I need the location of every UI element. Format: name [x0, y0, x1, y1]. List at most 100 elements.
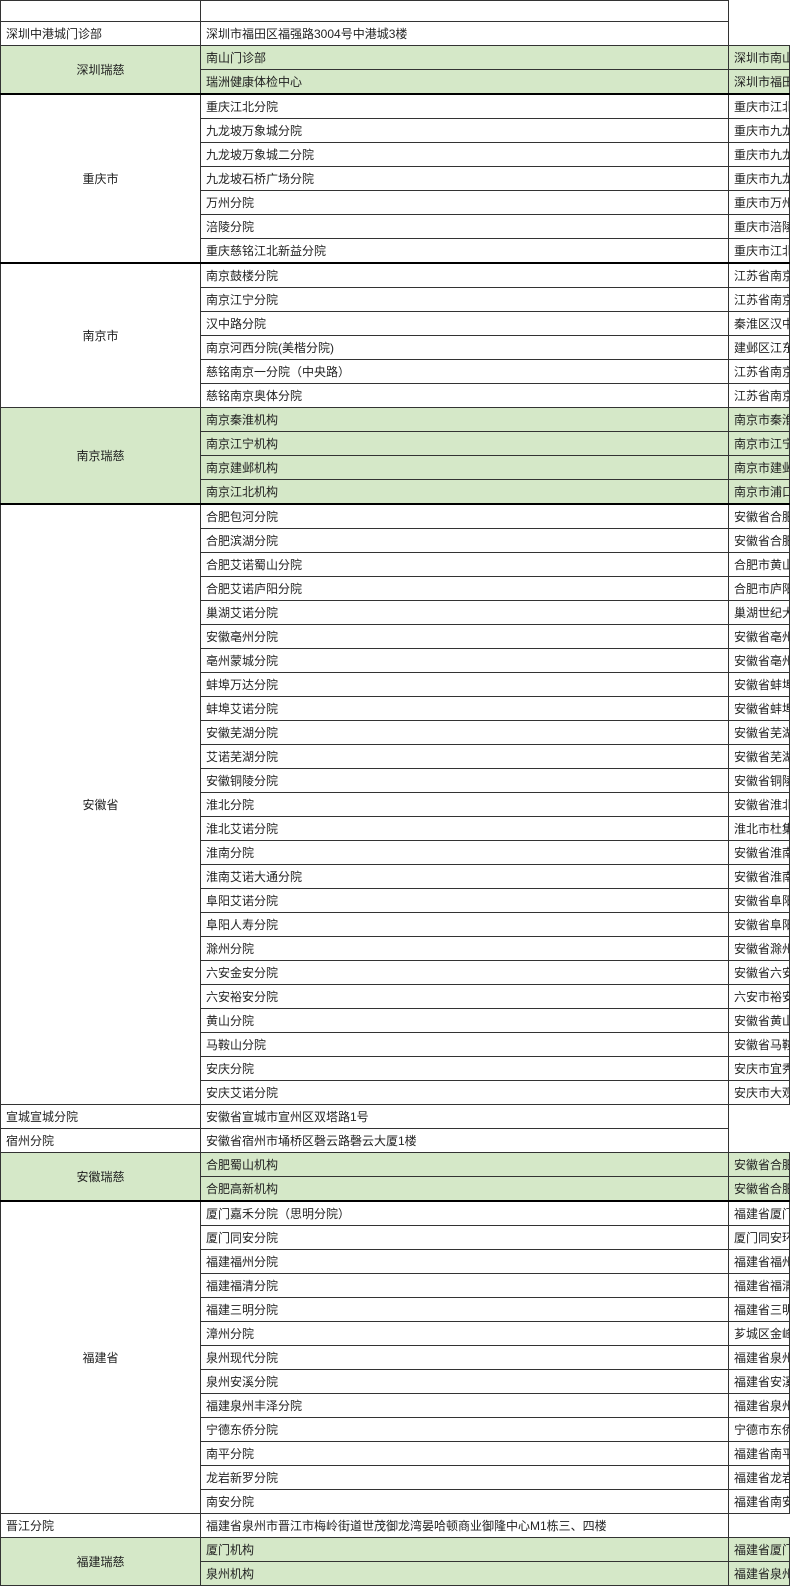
address-cell: 福建省泉州市晋江市池店镇泉商环球广场2楼	[729, 1562, 790, 1586]
address-cell: 安徽省阜阳开发区京九办事处淮河路456号天瑞名城D区商办楼108室	[729, 913, 790, 937]
branch-cell: 安徽铜陵分院	[201, 769, 729, 793]
branch-cell: 南山门诊部	[201, 46, 729, 70]
address-cell: 安徽省合肥市高新区创新大道和彩虹路交汇处东北角创新国际A座4楼	[729, 1177, 790, 1202]
table-row: 福建省厦门嘉禾分院（思明分院）福建省厦门市思明区嘉禾路339号四川大厦一层二层	[1, 1201, 790, 1226]
address-cell: 南京市浦口区大桥北路48号弘阳时尚健康馆5楼（宜必思酒店旁）	[729, 480, 790, 505]
address-cell: 安徽省阜阳市西湖大道与颍淮大道交叉口金悦国际金融中心A 座3楼	[729, 889, 790, 913]
branch-cell: 淮南艾诺大通分院	[201, 865, 729, 889]
branch-cell: 六安裕安分院	[201, 985, 729, 1009]
branch-cell: 九龙坡万象城分院	[201, 119, 729, 143]
region-cell: 深圳瑞慈	[1, 46, 201, 95]
address-cell: 安徽省芜湖市鸠江区官陡街道观岚社区伟星星立方3F-03商铺	[729, 745, 790, 769]
address-cell: 安徽省芜湖市镜湖区华强广场A座5-6楼	[729, 721, 790, 745]
branch-cell: 重庆慈铭江北新益分院	[201, 239, 729, 264]
branch-cell: 南京江宁机构	[201, 432, 729, 456]
address-cell: 江苏省南京市鼓楼区湖南路18号苏宁环球购物中心5楼	[729, 263, 790, 288]
branch-cell: 艾诺芜湖分院	[201, 745, 729, 769]
region-cell: 南京市	[1, 263, 201, 408]
table-row: 重庆市重庆江北分院重庆市江北区海尔路（巴蜀城）6号9栋	[1, 94, 790, 119]
branch-cell: 阜阳艾诺分院	[201, 889, 729, 913]
address-cell: 巢湖世纪大道与健康路交叉口	[729, 601, 790, 625]
address-cell: 安徽省宣城市宣州区双塔路1号	[201, 1105, 729, 1129]
branch-cell: 南京建邺机构	[201, 456, 729, 480]
address-cell: 安徽省马鞍山市雨山西路1150号老报馆时代广场三楼	[729, 1033, 790, 1057]
region-cell: 南京瑞慈	[1, 408, 201, 505]
address-cell: 安庆市大观区皇冠路天墅实业商务中心艾诺体检	[729, 1081, 790, 1105]
address-cell: 安庆市宜秀区经八路以东、纬五路以北英德利工业园3-4层	[729, 1057, 790, 1081]
branch-cell: 淮北分院	[201, 793, 729, 817]
branch-cell: 宿州分院	[1, 1129, 201, 1153]
address-cell: 安徽省蚌埠市龙子湖区凤阳西路8号	[729, 697, 790, 721]
branch-cell: 漳州分院	[201, 1322, 729, 1346]
address-cell: 安徽省宿州市埇桥区磬云路磬云大厦1楼	[201, 1129, 729, 1153]
branch-cell: 汉中路分院	[201, 312, 729, 336]
branch-cell: 六安金安分院	[201, 961, 729, 985]
branch-cell: 万州分院	[201, 191, 729, 215]
branch-cell: 厦门嘉禾分院（思明分院）	[201, 1201, 729, 1226]
address-cell: 安徽省合肥市蜀山区潜山路与佛子岭路交口华邦世贸城西面两栋LOFT商业楼	[729, 1153, 790, 1177]
region-cell: 福建瑞慈	[1, 1538, 201, 1586]
branch-cell: 合肥滨湖分院	[201, 529, 729, 553]
address-cell: 合肥市黄山路与潜山路交口西环中心广场1栋4楼	[729, 553, 790, 577]
address-cell: 福建省龙岩市新罗区西陂街道龙岩大道383号A幢4层4F-52铺	[729, 1466, 790, 1490]
branch-cell: 南安分院	[201, 1490, 729, 1514]
branch-cell: 厦门同安分院	[201, 1226, 729, 1250]
address-cell: 福建省安溪县二环南路金融行政服务中心6号楼商场3层	[729, 1370, 790, 1394]
branch-cell: 九龙坡万象城二分院	[201, 143, 729, 167]
address-cell: 建邺区江东中路118号德盈大厦一楼（奇致美容院旁）	[729, 336, 790, 360]
branch-cell: 瑞洲健康体检中心	[201, 70, 729, 95]
address-cell: 安徽省滁州市琅琊区天长东路566号	[729, 937, 790, 961]
address-cell: 淮北市杜集区淮海东路35号龙溪瑞园梦园2幢	[729, 817, 790, 841]
table-row: 福建瑞慈厦门机构福建省厦门市思明区前埔路508号国金广场C座2层	[1, 1538, 790, 1562]
address-cell: 福建省南安市美林街道江北大道滨江一号101单元	[729, 1490, 790, 1514]
branch-cell: 马鞍山分院	[201, 1033, 729, 1057]
address-cell: 重庆市万州区站前路191号1层23号	[729, 191, 790, 215]
branch-cell: 深圳中港城门诊部	[1, 22, 201, 46]
branch-cell: 南京河西分院(美楷分院)	[201, 336, 729, 360]
address-cell: 安徽省黄山市屯溪区滨江东路12号利港尚公馆5幢	[729, 1009, 790, 1033]
address-cell: 重庆市江北区海尔路（巴蜀城）6号9栋	[729, 94, 790, 119]
branch-cell: 蚌埠艾诺分院	[201, 697, 729, 721]
branch-cell: 合肥蜀山机构	[201, 1153, 729, 1177]
address-cell: 福建省厦门市思明区嘉禾路339号四川大厦一层二层	[729, 1201, 790, 1226]
region-cell: 安徽瑞慈	[1, 1153, 201, 1202]
branch-cell: 涪陵分院	[201, 215, 729, 239]
address-cell: 南京市江宁区经济技术开发区双龙大道1222号弘阳家居3101、4101铺	[729, 432, 790, 456]
address-cell: 安徽省淮北市相山区中泰国际广场202号1栋（中泰西门）	[729, 793, 790, 817]
region-cell: 安徽省	[1, 504, 201, 1105]
branch-cell: 南京鼓楼分院	[201, 263, 729, 288]
branch-cell: 安庆艾诺分院	[201, 1081, 729, 1105]
branch-cell: 福建福清分院	[201, 1274, 729, 1298]
address-cell: 合肥市庐阳区阜阳北路与涡阳路交口东南角	[729, 577, 790, 601]
address-cell: 安徽省淮南市大通区大通街道居仁村一区	[729, 865, 790, 889]
table-row: 宣城宣城分院安徽省宣城市宣州区双塔路1号	[1, 1105, 790, 1129]
branch-cell: 南平分院	[201, 1442, 729, 1466]
address-cell: 六安市裕安区恒大御景湾28号商铺3楼	[729, 985, 790, 1009]
address-cell: 福建省福州市台江区台江路11号南星商城A楼	[729, 1250, 790, 1274]
address-cell: 重庆市九龙坡区万象一路46号	[729, 143, 790, 167]
address-cell: 南京市建邺区云龙山路99号省建大厦A、B栋1-2F	[729, 456, 790, 480]
table-row: 南京市南京鼓楼分院江苏省南京市鼓楼区湖南路18号苏宁环球购物中心5楼	[1, 263, 790, 288]
address-cell: 重庆市九龙坡区谢家湾正街55号华润二十四城19栋	[729, 119, 790, 143]
table-row: 安徽省合肥包河分院安徽省合肥市包河区包河大道与乌鲁木齐路交叉口惠风府前广场1号楼…	[1, 504, 790, 529]
branch-cell: 合肥艾诺庐阳分院	[201, 577, 729, 601]
branch-cell: 安徽芜湖分院	[201, 721, 729, 745]
address-cell: 安徽省亳州市中药材电商中心（西门）裙楼3楼	[729, 625, 790, 649]
address-cell: 深圳市南山区高新技术产业园北环大道北松坪山路1号源兴科技大厦东座4层	[729, 46, 790, 70]
address-cell: 福建省厦门市思明区前埔路508号国金广场C座2层	[729, 1538, 790, 1562]
branch-cell: 福建福州分院	[201, 1250, 729, 1274]
address-cell: 安徽省蚌埠市蚌山区工农路888号	[729, 673, 790, 697]
branch-cell: 合肥艾诺蜀山分院	[201, 553, 729, 577]
branch-cell: 合肥包河分院	[201, 504, 729, 529]
address-cell: 深圳市福田区福强路3004号中港城3楼	[201, 22, 729, 46]
address-cell: 芗城区金峰中路永鸿国际城1-3层（红星美凯龙斜对面）	[729, 1322, 790, 1346]
table-row: 安徽瑞慈合肥蜀山机构安徽省合肥市蜀山区潜山路与佛子岭路交口华邦世贸城西面两栋LO…	[1, 1153, 790, 1177]
address-cell: 安徽省淮南市山南新区淮河大道东侧淮南剧院南侧裙楼	[729, 841, 790, 865]
branch-cell: 晋江分院	[1, 1514, 201, 1538]
branch-cell: 龙岩新罗分院	[201, 1466, 729, 1490]
table-row: 深圳瑞慈南山门诊部深圳市南山区高新技术产业园北环大道北松坪山路1号源兴科技大厦东…	[1, 46, 790, 70]
table-row: 深圳中港城门诊部深圳市福田区福强路3004号中港城3楼	[1, 22, 790, 46]
region-cell: 福建省	[1, 1201, 201, 1514]
address-cell: 福建省泉州市晋江市梅岭街道世茂御龙湾晏哈顿商业御隆中心M1栋三、四楼	[201, 1514, 729, 1538]
branch-cell: 蚌埠万达分院	[201, 673, 729, 697]
